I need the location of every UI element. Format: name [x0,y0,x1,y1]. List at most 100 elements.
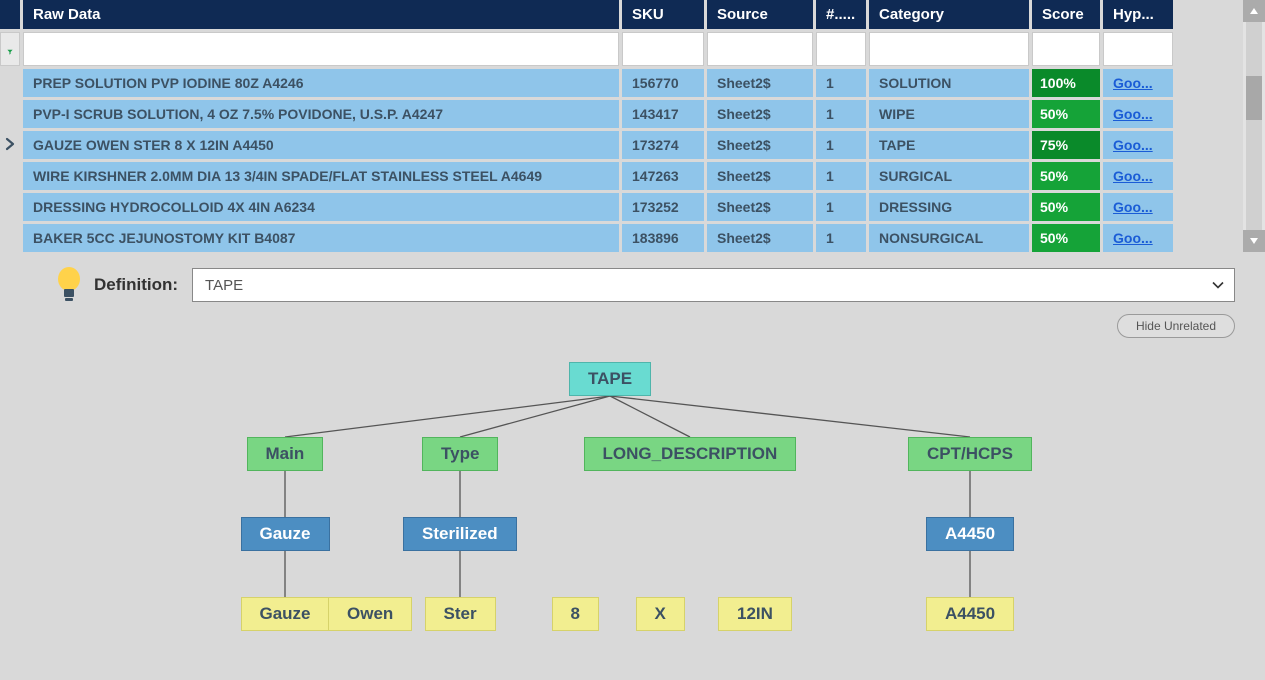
cell-category: SURGICAL [869,162,1029,190]
definition-select[interactable]: TAPE [192,268,1235,302]
cell-sku: 156770 [622,69,704,97]
tree-node-cpt[interactable]: CPT/HCPS [908,437,1032,471]
cell-category: TAPE [869,131,1029,159]
tree-node-gauze1[interactable]: Gauze [241,517,330,551]
cell-hyp[interactable]: Goo... [1103,162,1173,190]
cell-num: 1 [816,131,866,159]
tree-node-owen[interactable]: Owen [328,597,412,631]
cell-source: Sheet2$ [707,224,813,252]
table-row[interactable]: BAKER 5CC JEJUNOSTOMY KIT B4087183896She… [0,224,1238,252]
cell-sku: 147263 [622,162,704,190]
grid-header: Raw Data SKU Source #..... Category Scor… [0,0,1238,29]
cell-category: WIPE [869,100,1029,128]
hyp-link[interactable]: Goo... [1113,75,1153,91]
hyp-link[interactable]: Goo... [1113,168,1153,184]
cell-score: 50% [1032,193,1100,221]
row-selected-chevron-icon [3,137,17,154]
filter-source[interactable] [707,32,813,66]
hyp-link[interactable]: Goo... [1113,137,1153,153]
filter-score[interactable] [1032,32,1100,66]
tree-diagram: TAPE Main Type LONG_DESCRIPTION CPT/HCPS Gauz… [0,342,1265,662]
tree-node-longdesc[interactable]: LONG_DESCRIPTION [584,437,797,471]
tree-node-gauze2[interactable]: Gauze [241,597,330,631]
header-handle[interactable] [0,0,20,29]
table-row[interactable]: WIRE KIRSHNER 2.0MM DIA 13 3/4IN SPADE/F… [0,162,1238,190]
data-rows: PREP SOLUTION PVP IODINE 80Z A4246156770… [0,69,1238,252]
table-row[interactable]: DRESSING HYDROCOLLOID 4X 4IN A6234173252… [0,193,1238,221]
cell-num: 1 [816,224,866,252]
cell-source: Sheet2$ [707,131,813,159]
cell-raw: WIRE KIRSHNER 2.0MM DIA 13 3/4IN SPADE/F… [23,162,619,190]
header-raw[interactable]: Raw Data [23,0,619,29]
definition-bar: Definition: TAPE [0,252,1265,310]
row-handle[interactable] [0,162,20,190]
dropdown-caret-icon [1212,277,1224,294]
cell-num: 1 [816,69,866,97]
tree-node-sterilized[interactable]: Sterilized [403,517,517,551]
hyp-link[interactable]: Goo... [1113,230,1153,246]
tree-node-ster[interactable]: Ster [425,597,496,631]
cell-score: 50% [1032,224,1100,252]
tree-node-a4450l[interactable]: A4450 [926,597,1014,631]
filter-icon [7,42,13,56]
scroll-up-arrow[interactable] [1243,0,1265,22]
cell-raw: BAKER 5CC JEJUNOSTOMY KIT B4087 [23,224,619,252]
cell-score: 50% [1032,100,1100,128]
cell-raw: PVP-I SCRUB SOLUTION, 4 OZ 7.5% POVIDONE… [23,100,619,128]
vertical-scrollbar[interactable] [1243,0,1265,252]
hyp-link[interactable]: Goo... [1113,106,1153,122]
table-row[interactable]: GAUZE OWEN STER 8 X 12IN A4450173274Shee… [0,131,1238,159]
cell-source: Sheet2$ [707,69,813,97]
header-num[interactable]: #..... [816,0,866,29]
cell-sku: 173252 [622,193,704,221]
header-score[interactable]: Score [1032,0,1100,29]
cell-sku: 173274 [622,131,704,159]
cell-score: 50% [1032,162,1100,190]
cell-hyp[interactable]: Goo... [1103,69,1173,97]
hyp-link[interactable]: Goo... [1113,199,1153,215]
cell-score: 100% [1032,69,1100,97]
cell-raw: GAUZE OWEN STER 8 X 12IN A4450 [23,131,619,159]
cell-num: 1 [816,100,866,128]
cell-hyp[interactable]: Goo... [1103,100,1173,128]
row-handle[interactable] [0,100,20,128]
row-handle[interactable] [0,193,20,221]
filter-raw[interactable] [23,32,619,66]
header-hyp[interactable]: Hyp... [1103,0,1173,29]
cell-category: DRESSING [869,193,1029,221]
cell-source: Sheet2$ [707,193,813,221]
table-row[interactable]: PVP-I SCRUB SOLUTION, 4 OZ 7.5% POVIDONE… [0,100,1238,128]
header-category[interactable]: Category [869,0,1029,29]
tree-node-root[interactable]: TAPE [569,362,651,396]
cell-score: 75% [1032,131,1100,159]
cell-category: SOLUTION [869,69,1029,97]
scroll-down-arrow[interactable] [1243,230,1265,252]
scroll-track[interactable] [1246,22,1262,230]
row-handle[interactable] [0,131,20,159]
row-handle[interactable] [0,224,20,252]
tree-node-eight[interactable]: 8 [552,597,599,631]
tree-node-main[interactable]: Main [247,437,324,471]
cell-hyp[interactable]: Goo... [1103,193,1173,221]
tree-node-a4450m[interactable]: A4450 [926,517,1014,551]
tree-node-x[interactable]: X [636,597,685,631]
table-row[interactable]: PREP SOLUTION PVP IODINE 80Z A4246156770… [0,69,1238,97]
tree-node-twelvein[interactable]: 12IN [718,597,792,631]
cell-num: 1 [816,193,866,221]
header-source[interactable]: Source [707,0,813,29]
filter-hyp[interactable] [1103,32,1173,66]
filter-sku[interactable] [622,32,704,66]
filter-num[interactable] [816,32,866,66]
scroll-thumb[interactable] [1246,76,1262,120]
cell-hyp[interactable]: Goo... [1103,224,1173,252]
header-sku[interactable]: SKU [622,0,704,29]
cell-sku: 183896 [622,224,704,252]
filter-category[interactable] [869,32,1029,66]
cell-hyp[interactable]: Goo... [1103,131,1173,159]
row-handle[interactable] [0,69,20,97]
tree-node-type[interactable]: Type [422,437,498,471]
filter-icon-cell[interactable] [0,32,20,66]
hide-unrelated-button[interactable]: Hide Unrelated [1117,314,1235,338]
definition-label: Definition: [94,275,178,295]
cell-source: Sheet2$ [707,162,813,190]
